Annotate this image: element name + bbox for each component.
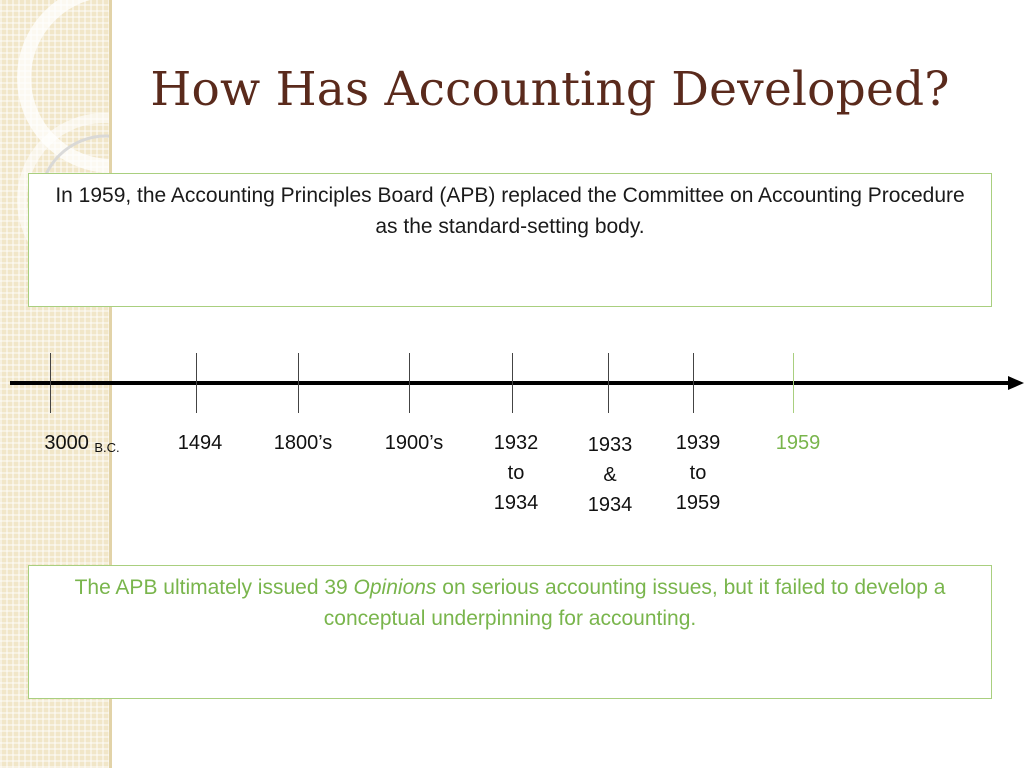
timeline-label-1932-1934: 1932 to 1934: [493, 432, 539, 514]
timeline-tick: [512, 353, 513, 413]
timeline: 3000 B.C. 1494 1800’s 1900’s 1932 to 193…: [0, 340, 1024, 540]
timeline-tick: [298, 353, 299, 413]
bottom-text-box: The APB ultimately issued 39 Opinions on…: [28, 565, 992, 699]
timeline-tick-highlight: [793, 353, 794, 413]
slide-title: How Has Accounting Developed?: [150, 62, 950, 117]
timeline-label-1959: 1959: [775, 432, 821, 454]
timeline-arrow-icon: [1008, 376, 1024, 390]
timeline-tick: [693, 353, 694, 413]
timeline-tick: [409, 353, 410, 413]
opinions-italic: Opinions: [353, 576, 437, 599]
timeline-label-1900s: 1900’s: [384, 432, 444, 454]
timeline-tick: [608, 353, 609, 413]
timeline-label-1933-1934: 1933 & 1934: [587, 434, 633, 516]
timeline-label-1800s: 1800’s: [273, 432, 333, 454]
top-text-box: In 1959, the Accounting Principles Board…: [28, 173, 992, 307]
timeline-tick: [50, 353, 51, 413]
timeline-label-1494: 1494: [177, 432, 223, 454]
timeline-label-1939-1959: 1939 to 1959: [675, 432, 721, 514]
top-box-text: In 1959, the Accounting Principles Board…: [55, 184, 965, 238]
timeline-tick: [196, 353, 197, 413]
bottom-box-text: The APB ultimately issued 39 Opinions on…: [74, 576, 946, 630]
timeline-line: [10, 381, 1010, 385]
timeline-label-3000bc: 3000 B.C.: [44, 432, 120, 455]
